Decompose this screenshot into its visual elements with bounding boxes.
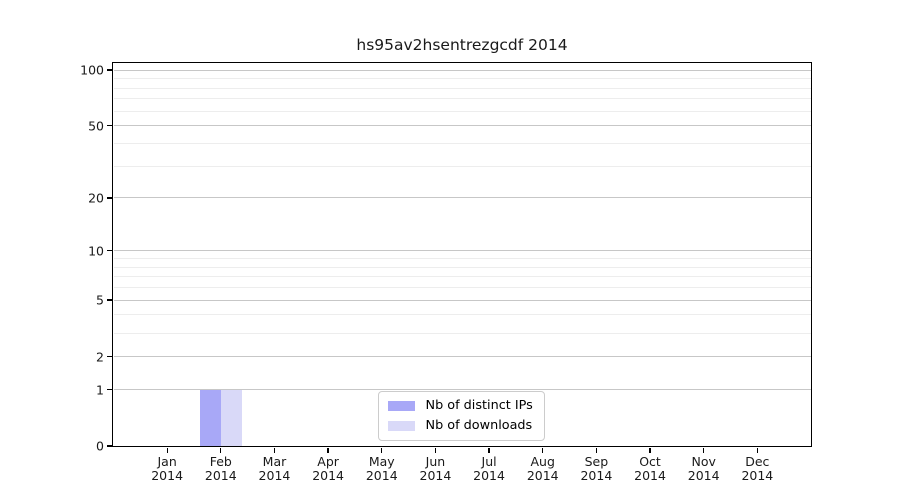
x-tick-year: 2014	[741, 468, 774, 483]
y-tick-label: 20	[88, 190, 104, 206]
y-tick-label: 5	[96, 292, 104, 308]
x-tick-mark	[756, 447, 758, 453]
x-tick-mark	[434, 447, 437, 453]
y-tick-label: 50	[88, 118, 104, 134]
x-tick-mark	[327, 447, 329, 453]
x-tick-year: 2014	[312, 468, 345, 483]
x-tick-year: 2014	[473, 468, 505, 483]
x-tick-mark	[488, 447, 490, 453]
bar-nb-of-downloads	[220, 389, 242, 446]
y-tick-mark	[107, 388, 112, 391]
x-tick-mark	[542, 447, 544, 453]
x-tick-mark	[273, 447, 276, 453]
x-tick-year: 2014	[687, 468, 720, 483]
legend-item-distinct-ips: Nb of distinct IPs	[387, 398, 533, 414]
major-gridline	[113, 197, 811, 199]
minor-gridline	[113, 286, 811, 288]
x-tick-label: Dec 2014	[741, 453, 774, 483]
y-tick-label: 1	[96, 382, 104, 398]
minor-gridline	[113, 98, 811, 100]
legend-swatch-distinct-ips	[387, 401, 415, 411]
x-tick-mark	[649, 447, 651, 453]
x-tick-label: Mar 2014	[258, 453, 291, 483]
x-tick-year: 2014	[258, 468, 291, 483]
legend-label-distinct-ips: Nb of distinct IPs	[425, 398, 533, 413]
y-tick-label: 100	[80, 62, 104, 78]
minor-gridline	[113, 257, 811, 259]
x-tick-year: 2014	[419, 468, 452, 483]
minor-gridline	[113, 266, 811, 268]
major-gridline	[113, 356, 811, 357]
y-tick-mark	[107, 445, 112, 447]
x-tick-year: 2014	[151, 468, 184, 483]
x-tick-label: Jul 2014	[473, 453, 505, 483]
y-tick-mark	[107, 250, 112, 252]
legend-item-downloads: Nb of downloads	[387, 418, 533, 434]
y-tick-mark	[107, 197, 112, 199]
minor-gridline	[113, 87, 811, 89]
x-tick-label: Nov 2014	[687, 453, 720, 483]
legend-swatch-downloads	[387, 421, 415, 431]
x-tick-year: 2014	[580, 468, 613, 483]
y-tick-label: 10	[88, 243, 104, 259]
bar-nb-of-distinct-ips	[199, 389, 221, 446]
x-tick-mark	[595, 447, 598, 453]
x-tick-mark	[166, 447, 168, 453]
x-tick-year: 2014	[204, 468, 237, 483]
minor-gridline	[113, 165, 811, 167]
y-tick-mark	[107, 69, 112, 71]
x-tick-year: 2014	[634, 468, 666, 483]
y-tick-mark	[107, 125, 112, 127]
x-tick-mark	[220, 447, 222, 453]
x-tick-label: Feb 2014	[204, 453, 237, 483]
legend: Nb of distinct IPs Nb of downloads	[377, 391, 545, 441]
minor-gridline	[113, 78, 811, 80]
chart-title: hs95av2hsentrezgcdf 2014	[356, 36, 568, 54]
major-gridline	[113, 389, 811, 391]
x-tick-label: Jun 2014	[419, 453, 452, 483]
minor-gridline	[113, 276, 811, 278]
x-tick-label: Jan 2014	[151, 453, 184, 483]
x-tick-label: Apr 2014	[312, 453, 345, 483]
minor-gridline	[113, 142, 811, 144]
x-tick-mark	[703, 447, 705, 453]
major-gridline	[113, 69, 811, 71]
major-gridline	[113, 125, 811, 127]
x-tick-label: Sep 2014	[580, 453, 613, 483]
x-tick-label: Aug 2014	[526, 453, 559, 483]
x-tick-mark	[381, 447, 383, 453]
x-tick-year: 2014	[365, 468, 398, 483]
y-tick-label: 2	[96, 349, 104, 364]
y-tick-mark	[107, 299, 112, 301]
plot-area: Nb of distinct IPs Nb of downloads	[112, 61, 812, 447]
y-tick-mark	[107, 355, 112, 358]
minor-gridline	[113, 314, 811, 316]
x-tick-label: May 2014	[365, 453, 398, 483]
y-tick-label: 0	[96, 438, 104, 454]
minor-gridline	[113, 110, 811, 112]
legend-label-downloads: Nb of downloads	[425, 418, 533, 433]
major-gridline	[113, 250, 811, 252]
x-tick-label: Oct 2014	[634, 453, 666, 483]
minor-gridline	[113, 332, 811, 334]
x-tick-year: 2014	[526, 468, 559, 483]
major-gridline	[113, 299, 811, 301]
